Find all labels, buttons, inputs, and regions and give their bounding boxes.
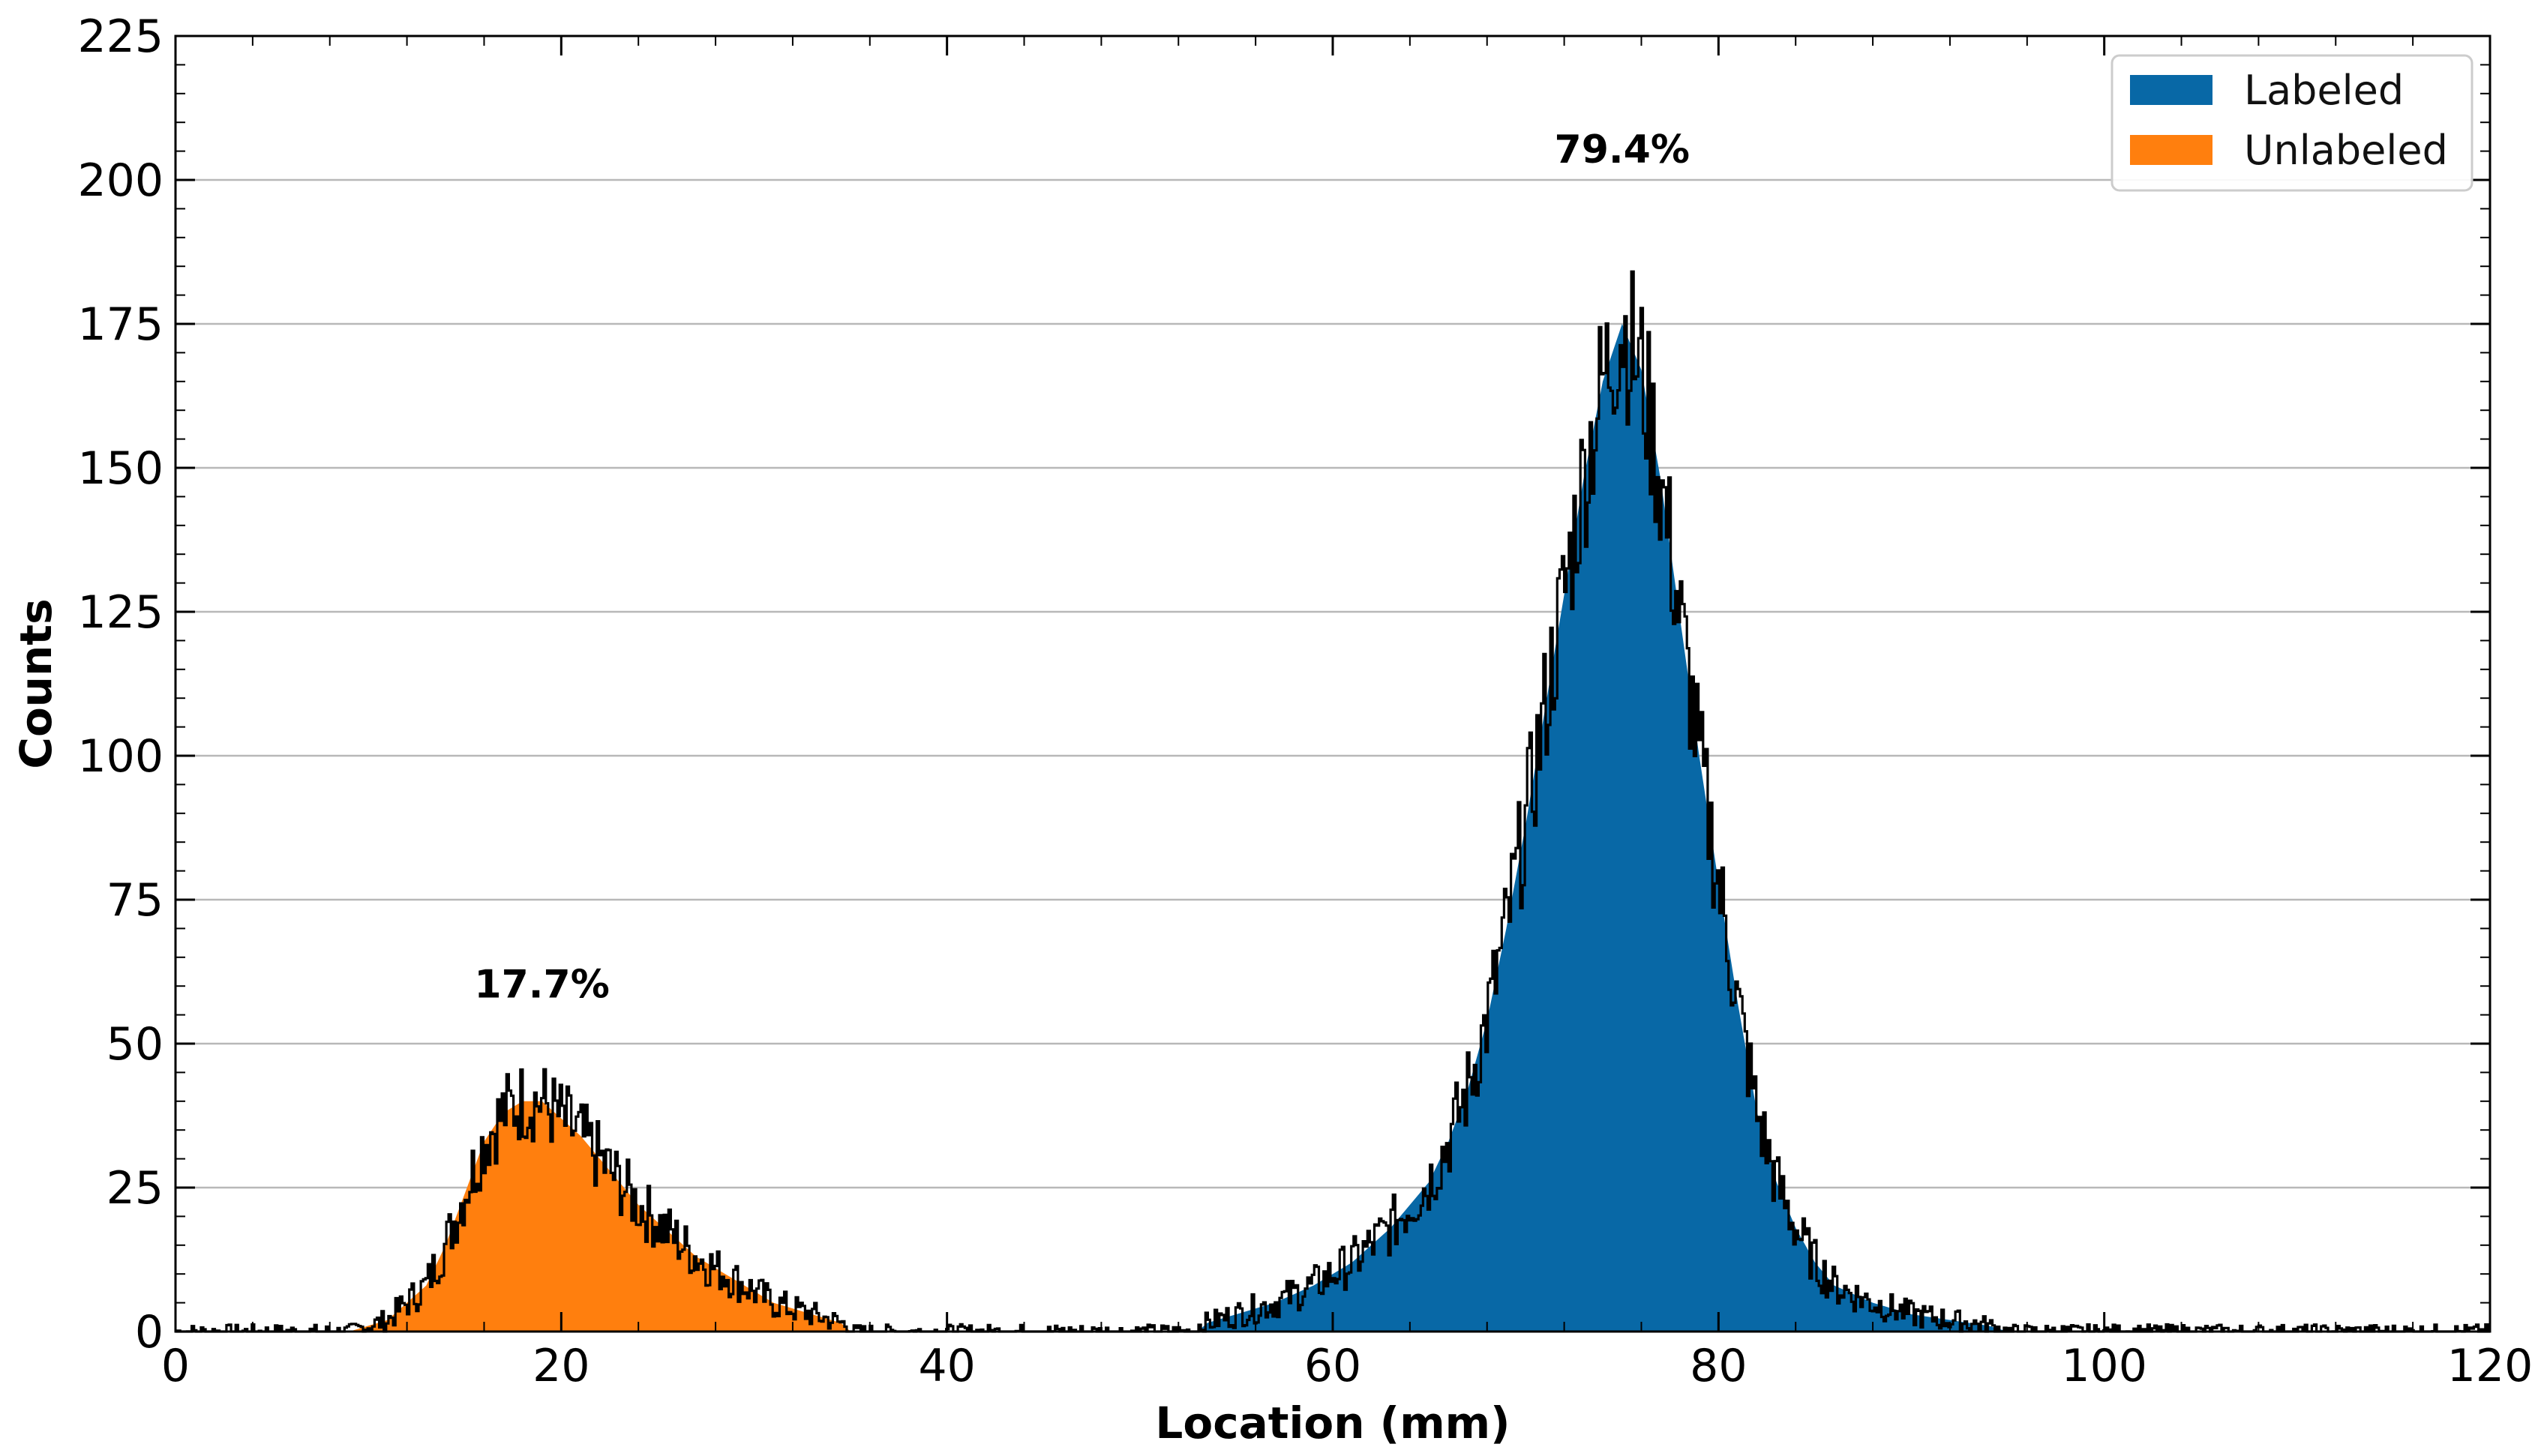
series-area-labeled (1198, 324, 2008, 1332)
y-tick-label: 100 (77, 730, 164, 783)
peak-percentage-label: 79.4% (1555, 127, 1690, 172)
legend-label-labeled: Labeled (2244, 67, 2404, 114)
x-tick-label: 40 (918, 1340, 975, 1392)
y-tick-label: 125 (77, 586, 164, 639)
x-axis-label: Location (mm) (1155, 1398, 1510, 1449)
y-tick-label: 225 (77, 10, 164, 63)
y-tick-label: 75 (106, 874, 164, 927)
peak-percentage-label: 17.7% (474, 963, 609, 1008)
y-tick-label: 150 (77, 442, 164, 495)
y-tick-label: 25 (106, 1162, 164, 1215)
y-tick-label: 175 (77, 298, 164, 351)
series-areas (176, 270, 2490, 1333)
peak-annotations: 17.7% 79.4% (474, 127, 1690, 1008)
x-tick-label: 20 (532, 1340, 590, 1392)
x-tick-label: 0 (161, 1340, 190, 1392)
x-tick-label: 80 (1690, 1340, 1747, 1392)
x-tick-label: 120 (2447, 1340, 2534, 1392)
legend-label-unlabeled: Unlabeled (2244, 127, 2448, 174)
y-tick-label: 50 (106, 1018, 164, 1071)
legend-swatch-unlabeled (2130, 135, 2212, 165)
legend: Labeled Unlabeled (2110, 54, 2474, 192)
axis-ticks: 0 25 50 75 100 125 150 175 200 225 0 20 40 60 80 100 120 (77, 10, 2533, 1392)
y-tick-label: 0 (135, 1306, 164, 1359)
legend-swatch-labeled (2130, 75, 2212, 105)
series-area-unlabeled (349, 1101, 851, 1332)
x-tick-label: 100 (2061, 1340, 2147, 1392)
grid-lines (176, 178, 2490, 1189)
y-axis-label: Counts (10, 598, 62, 768)
x-tick-label: 60 (1304, 1340, 1361, 1392)
y-tick-label: 200 (77, 154, 164, 207)
